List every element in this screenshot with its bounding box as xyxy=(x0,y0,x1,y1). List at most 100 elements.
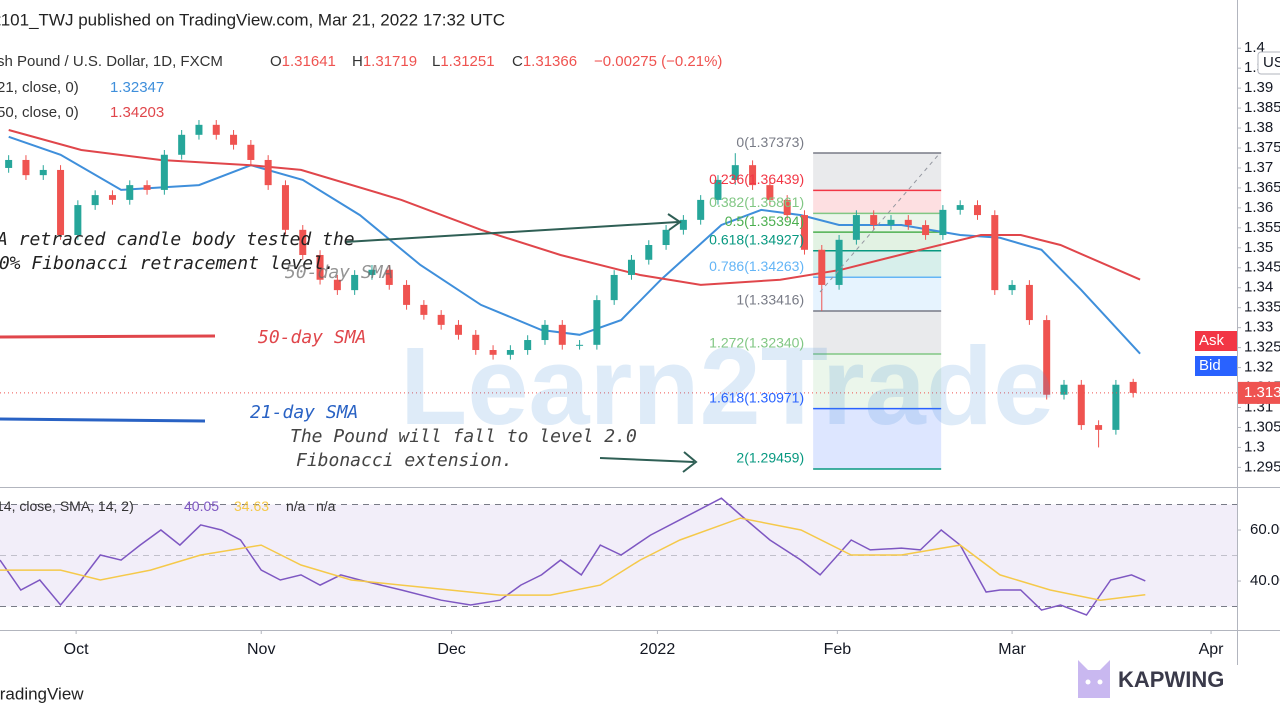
y-tick-label: 40.00 xyxy=(1250,572,1280,589)
ohlc-value: 1.31366 xyxy=(523,53,577,70)
fib-label: 1.618(1.30971) xyxy=(709,389,804,405)
candle-body xyxy=(576,344,584,346)
candle-body xyxy=(178,134,186,155)
fib-zone xyxy=(813,250,942,278)
candle-body xyxy=(697,199,705,220)
candle-body xyxy=(749,165,757,186)
ohlc-key: C xyxy=(512,53,523,70)
fib-label: 0.5(1.35394) xyxy=(725,213,804,229)
candle-body xyxy=(991,215,999,291)
candle-body xyxy=(195,124,203,135)
fib-label: 0.382(1.35861) xyxy=(709,194,804,210)
y-tick-label: 1.375 xyxy=(1244,139,1280,156)
candle-body xyxy=(524,340,532,351)
candle-body xyxy=(333,279,341,291)
x-tick-label: Oct xyxy=(64,641,89,658)
candle-body xyxy=(1060,384,1068,395)
fib-label: 0(1.37373) xyxy=(736,134,804,150)
candle-body xyxy=(5,159,13,168)
candle-body xyxy=(1129,381,1137,393)
annotation: 21-day SMA xyxy=(250,402,358,423)
quote-badge xyxy=(1195,331,1237,351)
sma-legend-name: 21, close, 0) xyxy=(0,79,79,96)
annotation: 50-day SMA xyxy=(258,327,366,348)
candle-body xyxy=(230,134,238,145)
candle-body xyxy=(1077,384,1085,426)
symbol: sh Pound / U.S. Dollar, 1D, FXCM xyxy=(0,53,223,70)
arrow-head xyxy=(667,213,682,231)
publish-header: t101_TWJ published on TradingView.com, M… xyxy=(0,10,505,29)
fib-zone xyxy=(813,277,942,312)
currency-badge-label: USD xyxy=(1263,54,1280,71)
candle-body xyxy=(714,179,722,200)
y-tick-label: 1.34 xyxy=(1244,279,1273,296)
candle-body xyxy=(800,215,808,250)
candle-body xyxy=(679,219,687,230)
candle-body xyxy=(22,159,30,176)
candle-body xyxy=(472,334,480,351)
candle-body xyxy=(766,185,774,200)
fib-zone xyxy=(813,408,942,470)
kapwing-icon xyxy=(1078,660,1110,698)
rsi-value: 40.05 xyxy=(184,498,219,514)
candle-body xyxy=(454,324,462,335)
sma-legend-value: 1.34203 xyxy=(110,104,164,121)
fib-label: 1.272(1.32340) xyxy=(709,335,804,351)
arrow-line xyxy=(599,457,695,463)
marks-layer xyxy=(0,120,1237,616)
annotation-layer: Learn2Trade A retraced candle body teste… xyxy=(0,134,1054,473)
rsi-band-fill xyxy=(0,504,1237,607)
x-tick-label: Feb xyxy=(824,641,852,658)
candle-body xyxy=(818,249,826,285)
candle-body xyxy=(1025,284,1033,321)
rsi-line xyxy=(0,517,1146,601)
fib-label: 0.786(1.34263) xyxy=(709,258,804,274)
footer-brand: TradingView xyxy=(0,684,84,703)
candle-body xyxy=(870,215,878,226)
candle-body xyxy=(731,165,739,180)
y-tick-label: 1.325 xyxy=(1244,339,1280,356)
y-tick-label: 1.39 xyxy=(1244,79,1273,96)
y-tick-label: 60.00 xyxy=(1250,521,1280,538)
fib-zone xyxy=(813,311,942,355)
candle-body xyxy=(57,169,65,236)
candle-body xyxy=(264,159,272,186)
candle-body xyxy=(299,229,307,255)
quote-badge-label: Bid xyxy=(1199,357,1221,374)
fib-trend-line xyxy=(819,152,941,293)
kapwing-logo: KAPWING xyxy=(1078,660,1224,698)
ohlc-key: H xyxy=(352,53,363,70)
y-tick-label: 1.35 xyxy=(1244,239,1273,256)
quote-badge xyxy=(1195,356,1237,376)
candle-body xyxy=(385,269,393,285)
candle-body xyxy=(143,185,151,190)
candle-body xyxy=(783,199,791,216)
sma-legend-name: 50, close, 0) xyxy=(0,104,79,121)
kapwing-text: KAPWING xyxy=(1118,667,1224,692)
candle-body xyxy=(368,269,376,275)
rsi-line xyxy=(0,497,1146,616)
x-tick-label: 2022 xyxy=(640,641,676,658)
candle-body xyxy=(922,225,930,236)
candle-body xyxy=(645,245,653,260)
price-tag xyxy=(1238,381,1280,404)
candle-body xyxy=(489,350,497,355)
candle-body xyxy=(74,205,82,236)
ohlc-value: 1.31251 xyxy=(440,53,494,70)
y-tick-label: 1.36 xyxy=(1244,199,1273,216)
rsi-extra: n/a xyxy=(286,498,306,514)
y-tick-label: 1.355 xyxy=(1244,219,1280,236)
candle-body xyxy=(1008,284,1016,291)
candle-body xyxy=(852,215,860,240)
candle-body xyxy=(593,300,601,345)
candle-body xyxy=(835,239,843,285)
candle-body xyxy=(160,154,168,190)
annotation: Fibonacci extension. xyxy=(296,450,513,471)
candle-body xyxy=(887,219,895,226)
x-tick-label: Dec xyxy=(437,641,465,658)
fib-label: 0.618(1.34927) xyxy=(709,231,804,247)
candle-body xyxy=(351,274,359,291)
candle-body xyxy=(281,185,289,230)
